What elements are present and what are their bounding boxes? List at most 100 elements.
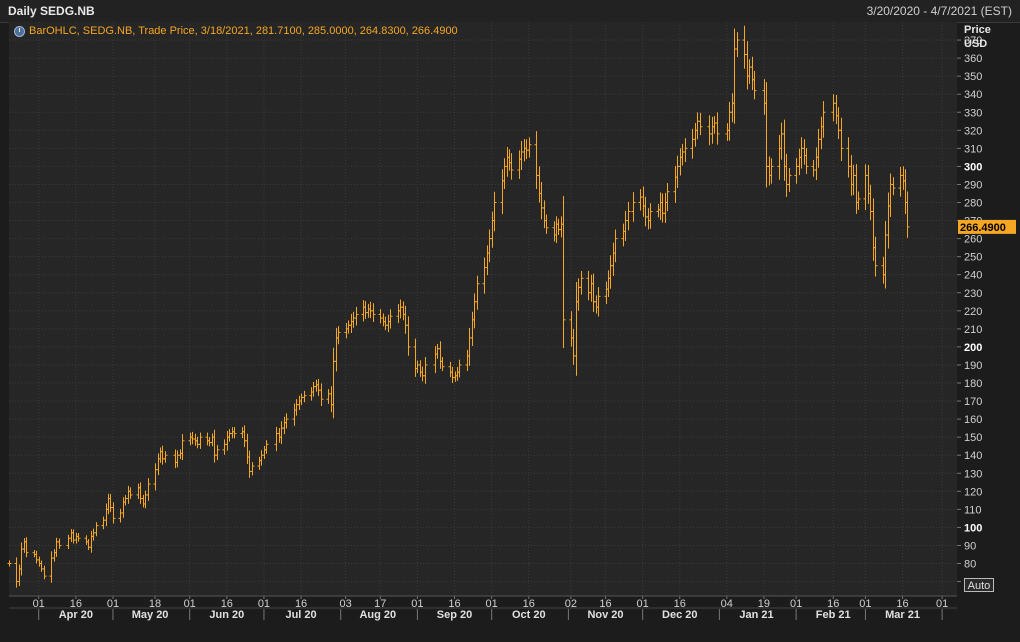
chart-title: Daily SEDG.NB	[8, 4, 95, 18]
ohlc-bar	[715, 112, 720, 145]
ohlc-bar	[128, 487, 133, 499]
month-label: Feb 21	[816, 609, 851, 621]
ohlc-bar	[388, 309, 393, 329]
ohlc-bar	[683, 138, 688, 163]
ohlc-bar	[440, 357, 445, 372]
x-tick-label: 16	[896, 598, 908, 610]
x-tick-label: 16	[295, 598, 307, 610]
ohlc-bar	[527, 137, 532, 158]
ohlc-bar	[626, 201, 631, 231]
x-tick-label: 17	[374, 598, 386, 610]
ohlc-bar	[7, 560, 12, 567]
ohlc-bar	[198, 432, 203, 449]
y-tick-label: 80	[964, 559, 976, 571]
y-tick-label: 250	[964, 252, 982, 264]
x-tick-label: 16	[599, 598, 611, 610]
ohlc-bar	[856, 191, 861, 210]
y-tick-label: 120	[964, 486, 982, 498]
y-tick-label: 290	[964, 179, 982, 191]
ohlc-bar	[215, 444, 220, 461]
legend-text: BarOHLC, SEDG.NB, Trade Price, 3/18/2021…	[29, 25, 458, 37]
y-tick-label: 100	[964, 522, 982, 534]
ohlc-bar	[284, 413, 289, 429]
last-price-label: 266.4900	[960, 222, 1006, 234]
month-label: Sep 20	[437, 609, 472, 621]
y-tick-label: 260	[964, 234, 982, 246]
ohlc-bar	[804, 147, 809, 174]
y-tick-label: 90	[964, 540, 976, 552]
date-range: 3/20/2020 - 4/7/2021 (EST)	[866, 4, 1012, 18]
series-legend: BarOHLC, SEDG.NB, Trade Price, 3/18/2021…	[14, 23, 458, 39]
month-label: May 20	[132, 609, 169, 621]
ohlc-bar	[544, 214, 549, 234]
ohlc-bar	[423, 357, 428, 384]
ohlc-bar	[579, 270, 584, 295]
ohlc-bar	[821, 101, 826, 138]
x-tick-label: 16	[523, 598, 535, 610]
ohlc-bar	[264, 440, 269, 454]
last-price-tag	[958, 219, 1016, 234]
ohlc-bar	[24, 537, 29, 558]
y-tick-label: 360	[964, 53, 982, 65]
month-label: Mar 21	[885, 609, 920, 621]
x-tick-label: 16	[448, 598, 460, 610]
x-tick-label: 18	[149, 598, 161, 610]
ohlc-bar	[180, 434, 185, 461]
ohlc-bar	[891, 177, 896, 196]
ohlc-bar	[76, 532, 81, 542]
ohlc-bar	[698, 112, 703, 136]
x-tick-label: 19	[758, 598, 770, 610]
x-tick-label: 01	[859, 598, 871, 610]
y-axis-unit: USD	[964, 38, 987, 50]
x-tick-label: 01	[936, 598, 948, 610]
x-tick-label: 01	[637, 598, 649, 610]
month-label: Apr 20	[59, 609, 93, 621]
y-tick-label: 330	[964, 107, 982, 119]
month-label: Oct 20	[512, 609, 546, 621]
ohlc-bar	[146, 478, 151, 501]
y-tick-label: 300	[964, 161, 982, 173]
clock-icon[interactable]	[14, 25, 25, 37]
x-tick-label: 01	[258, 598, 270, 610]
y-tick-label: 210	[964, 324, 982, 336]
ohlc-bar	[665, 182, 670, 212]
month-label: Dec 20	[662, 609, 697, 621]
auto-scale-button[interactable]: Auto	[964, 578, 994, 592]
x-tick-label: 16	[827, 598, 839, 610]
x-tick-label: 01	[107, 598, 119, 610]
ohlc-bar	[839, 117, 844, 161]
x-tick-label: 01	[33, 598, 45, 610]
y-tick-label: 130	[964, 468, 982, 480]
title-bar: Daily SEDG.NB 3/20/2020 - 4/7/2021 (EST)	[0, 0, 1020, 23]
y-tick-label: 280	[964, 198, 982, 210]
ohlc-bar	[250, 462, 255, 476]
x-tick-label: 16	[70, 598, 82, 610]
ohlc-bar	[509, 153, 514, 180]
x-tick-label: 03	[340, 598, 352, 610]
ohlc-bar	[336, 326, 341, 345]
ohlc-bar	[163, 451, 168, 463]
x-tick-label: 16	[674, 598, 686, 610]
ohlc-bar	[596, 287, 601, 317]
x-tick-label: 01	[411, 598, 423, 610]
ohlc-bar	[232, 426, 237, 439]
ohlc-bar	[457, 359, 462, 378]
y-tick-label: 230	[964, 288, 982, 300]
ohlc-bar	[406, 316, 411, 356]
ohlc-bar	[769, 158, 774, 184]
month-label: Nov 20	[587, 609, 623, 621]
month-label: Jul 20	[285, 609, 316, 621]
ohlc-bar	[57, 538, 62, 549]
y-tick-label: 180	[964, 378, 982, 390]
ohlc-bar	[371, 303, 376, 323]
ohlc-bar	[42, 565, 47, 580]
x-tick-label: 01	[790, 598, 802, 610]
ohlc-bar	[302, 390, 307, 403]
y-tick-label: 240	[964, 270, 982, 282]
ohlc-bar	[613, 229, 618, 263]
ohlc-bar	[319, 383, 324, 406]
price-chart[interactable]: 7080901001101201301401501601701801902002…	[0, 22, 1020, 642]
y-tick-label: 370	[964, 35, 982, 47]
y-tick-label: 150	[964, 432, 982, 444]
x-tick-label: 04	[721, 598, 733, 610]
